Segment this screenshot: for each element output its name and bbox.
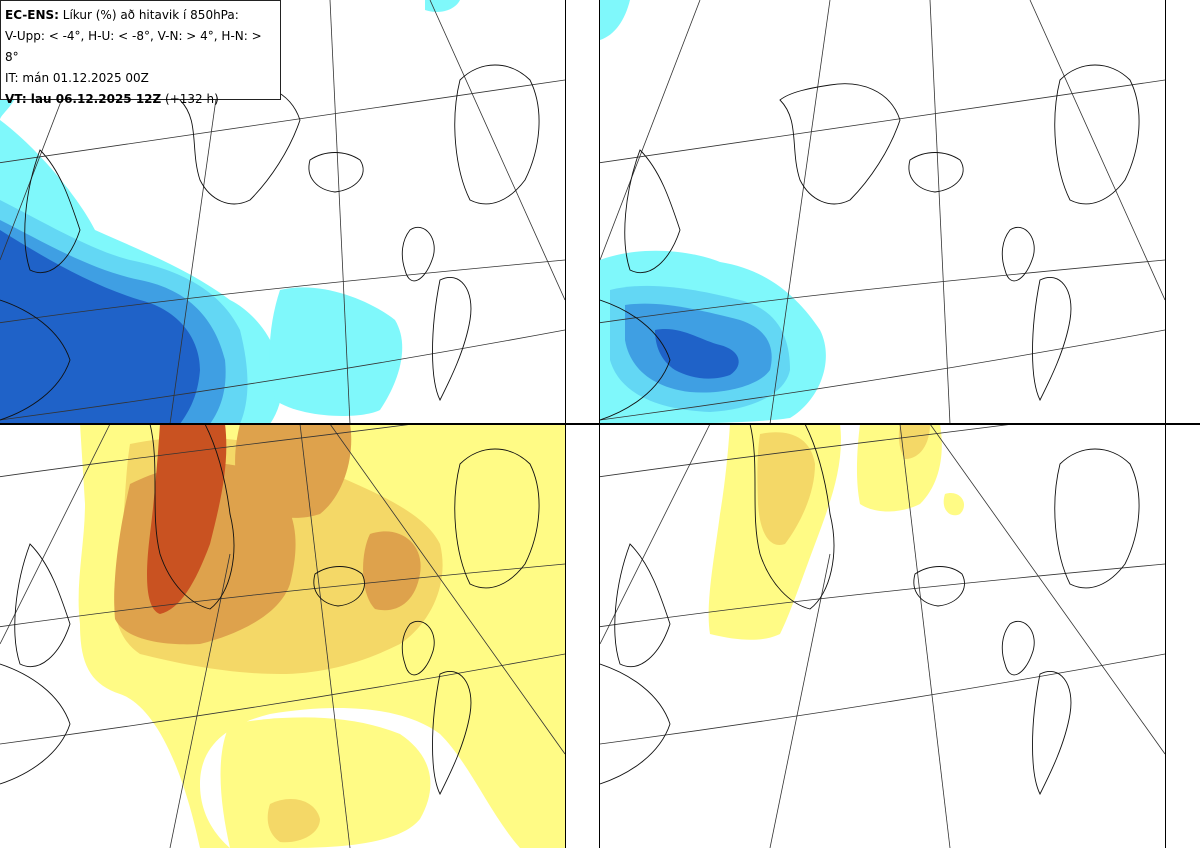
horizontal-divider	[0, 423, 1200, 425]
vertical-divider-left	[565, 0, 566, 848]
probability-field	[78, 424, 565, 848]
panel-bottom-right: 1009565355	[600, 424, 1165, 848]
graticule-lines	[0, 0, 565, 424]
valid-time-line: VT: lau 06.12.2025 12Z (+132 h)	[5, 89, 276, 110]
init-time-line: IT: mán 01.12.2025 00Z	[5, 71, 149, 85]
valid-label: VT: lau 06.12.2025 12Z	[5, 92, 162, 106]
vertical-divider-right	[599, 0, 600, 848]
probability-field	[708, 424, 965, 640]
panel-top-right: 1009565355	[600, 0, 1165, 424]
lead-time: (+132 h)	[165, 92, 219, 106]
map-bottom-left	[0, 424, 565, 848]
thresholds-line: V-Upp: < -4°, H-U: < -8°, V-N: > 4°, H-N…	[5, 29, 262, 64]
map-bottom-right	[600, 424, 1165, 848]
panel-bottom-left: 1009565355	[0, 424, 565, 848]
coastlines	[600, 64, 1140, 421]
title-text: Líkur (%) að hitavik í 850hPa:	[62, 8, 239, 22]
map-top-right	[600, 0, 1165, 424]
vertical-divider-far-right	[1165, 0, 1166, 848]
coastlines	[600, 424, 1140, 796]
probability-field	[600, 0, 826, 424]
title-line: EC-ENS: Líkur (%) að hitavik í 850hPa:	[5, 5, 276, 26]
coastlines	[0, 424, 540, 796]
model-label: EC-ENS:	[5, 8, 59, 22]
info-box: EC-ENS: Líkur (%) að hitavik í 850hPa: V…	[0, 0, 281, 106]
graticule-lines	[0, 424, 565, 848]
coastlines	[0, 64, 540, 421]
